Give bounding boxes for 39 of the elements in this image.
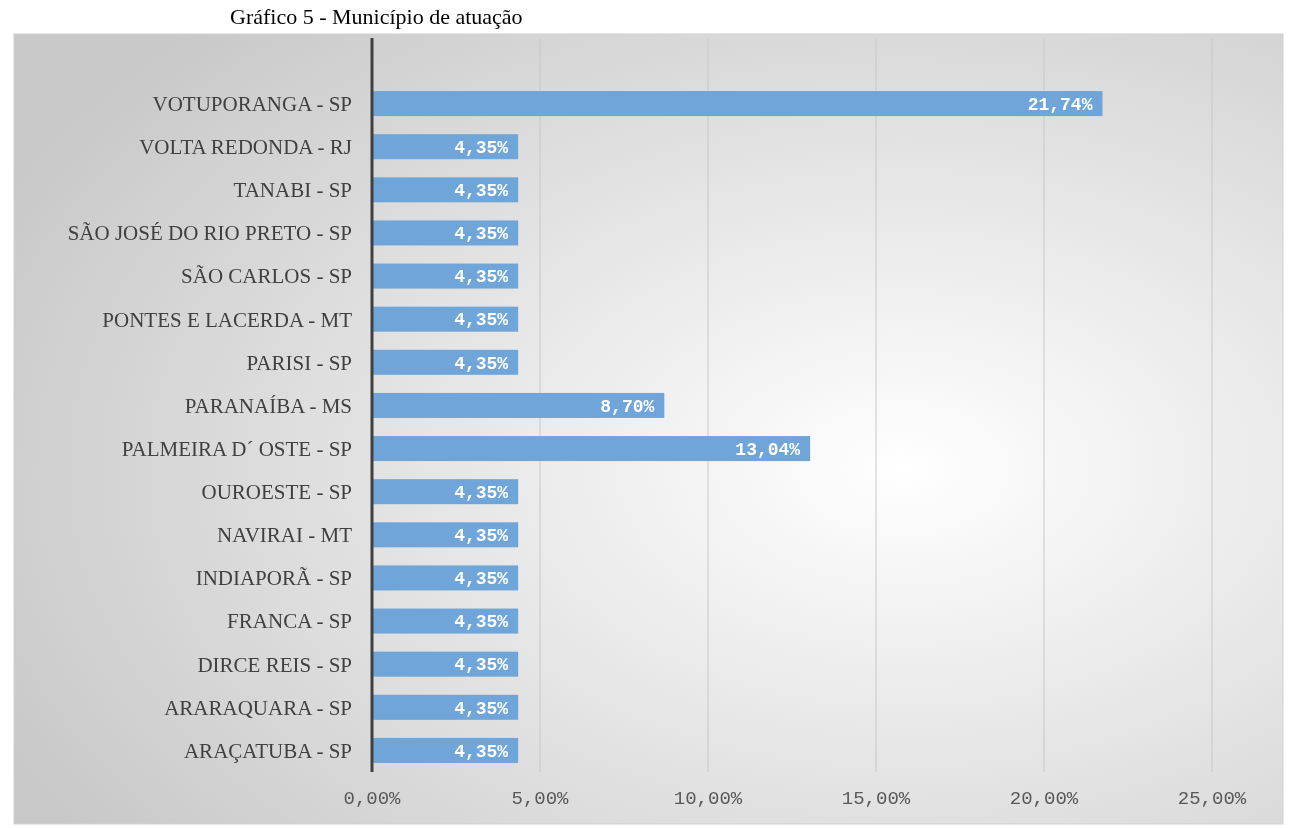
data-label: 4,35% (454, 137, 509, 158)
data-label: 4,35% (454, 267, 509, 288)
y-tick-label: DIRCE REIS - SP (197, 652, 352, 677)
y-tick-label: SÃO JOSÉ DO RIO PRETO - SP (67, 221, 352, 246)
data-label: 4,35% (454, 741, 509, 762)
x-tick-label: 20,00% (1009, 788, 1079, 810)
data-label: 8,70% (600, 396, 655, 417)
y-tick-label: TANABI - SP (233, 178, 352, 203)
y-tick-label: VOLTA REDONDA - RJ (139, 135, 352, 160)
y-tick-label: NAVIRAI - MT (217, 523, 353, 548)
y-tick-label: ARAÇATUBA - SP (183, 738, 352, 763)
y-tick-label: PALMEIRA D´ OSTE - SP (121, 436, 352, 461)
y-tick-label: ARARAQUARA - SP (164, 695, 352, 720)
x-tick-label: 25,00% (1177, 788, 1247, 810)
x-tick-label: 5,00% (511, 788, 570, 810)
data-label: 4,35% (454, 224, 509, 245)
x-tick-label: 0,00% (343, 788, 402, 810)
chart-title: Gráfico 5 - Município de atuação (230, 4, 523, 29)
data-label: 4,35% (454, 353, 509, 374)
x-tick-label: 10,00% (673, 788, 743, 810)
data-label: 4,35% (454, 526, 509, 547)
y-tick-label: OUROESTE - SP (201, 480, 352, 505)
y-tick-label: VOTUPORANGA - SP (152, 91, 352, 116)
y-tick-label: PONTES E LACERDA - MT (102, 307, 353, 332)
data-label: 4,35% (454, 569, 509, 590)
x-tick-label: 15,00% (841, 788, 911, 810)
y-tick-label: FRANCA - SP (227, 609, 352, 634)
data-label: 4,35% (454, 181, 509, 202)
data-label: 4,35% (454, 698, 509, 719)
data-label: 4,35% (454, 612, 509, 633)
y-tick-label: PARISI - SP (246, 350, 352, 375)
data-label: 4,35% (454, 310, 509, 331)
y-tick-label: SÃO CARLOS - SP (181, 264, 352, 289)
y-tick-label: INDIAPORÃ - SP (195, 566, 352, 591)
data-label: 21,74% (1027, 94, 1093, 115)
y-tick-label: PARANAÍBA - MS (184, 393, 352, 418)
data-label: 13,04% (735, 439, 801, 460)
data-label: 4,35% (454, 482, 509, 503)
data-label: 4,35% (454, 655, 509, 676)
